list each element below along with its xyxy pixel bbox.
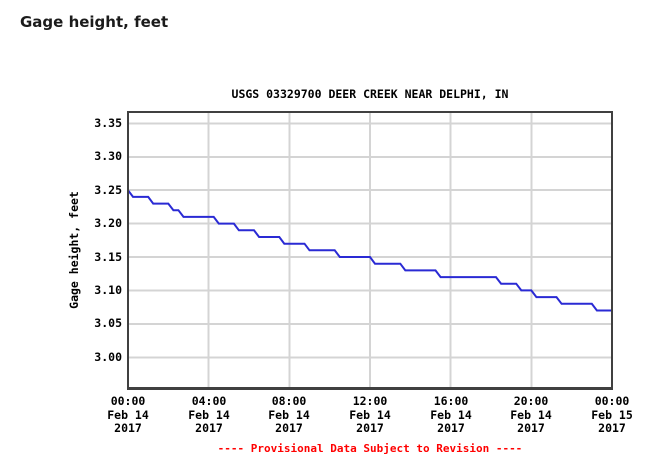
x-tick-label: 00:00 Feb 15 2017 (570, 394, 654, 436)
y-tick-label: 3.05 (94, 316, 122, 330)
y-tick-label: 3.20 (94, 216, 122, 230)
x-tick-date: Feb 14 (107, 407, 149, 422)
x-tick-time: 12:00 (352, 394, 388, 408)
x-tick-label: 00:00 Feb 14 2017 (86, 394, 170, 436)
provisional-data-note: ---- Provisional Data Subject to Revisio… (217, 442, 523, 455)
page-title: Gage height, feet (20, 13, 169, 31)
x-tick-date: Feb 14 (510, 407, 552, 422)
x-tick-year: 2017 (517, 421, 545, 435)
x-tick-label: 16:00 Feb 14 2017 (409, 394, 493, 436)
x-tick-year: 2017 (195, 421, 223, 435)
x-tick-date: Feb 15 (591, 407, 633, 422)
x-tick-label: 08:00 Feb 14 2017 (247, 394, 331, 436)
y-tick-label: 3.25 (94, 183, 122, 197)
chart-title: USGS 03329700 DEER CREEK NEAR DELPHI, IN (231, 87, 509, 101)
x-tick-label: 12:00 Feb 14 2017 (328, 394, 412, 436)
x-tick-date: Feb 14 (349, 407, 391, 422)
x-tick-time: 08:00 (271, 394, 307, 408)
x-tick-time: 16:00 (433, 394, 469, 408)
x-tick-time: 00:00 (110, 394, 146, 408)
y-tick-label: 3.00 (94, 350, 122, 364)
x-tick-time: 00:00 (594, 394, 630, 408)
x-tick-year: 2017 (275, 421, 303, 435)
x-tick-year: 2017 (114, 421, 142, 435)
x-tick-time: 20:00 (513, 394, 549, 408)
y-tick-label: 3.15 (94, 250, 122, 264)
x-tick-date: Feb 14 (188, 407, 230, 422)
gage-height-series-line (127, 189, 612, 312)
y-tick-label: 3.30 (94, 149, 122, 163)
y-tick-label: 3.10 (94, 283, 122, 297)
x-tick-time: 04:00 (191, 394, 227, 408)
x-tick-year: 2017 (437, 421, 465, 435)
x-tick-label: 04:00 Feb 14 2017 (167, 394, 251, 436)
x-tick-date: Feb 14 (268, 407, 310, 422)
x-tick-year: 2017 (598, 421, 626, 435)
x-tick-date: Feb 14 (430, 407, 472, 422)
x-tick-label: 20:00 Feb 14 2017 (489, 394, 573, 436)
x-tick-year: 2017 (356, 421, 384, 435)
y-tick-label: 3.35 (94, 116, 122, 130)
